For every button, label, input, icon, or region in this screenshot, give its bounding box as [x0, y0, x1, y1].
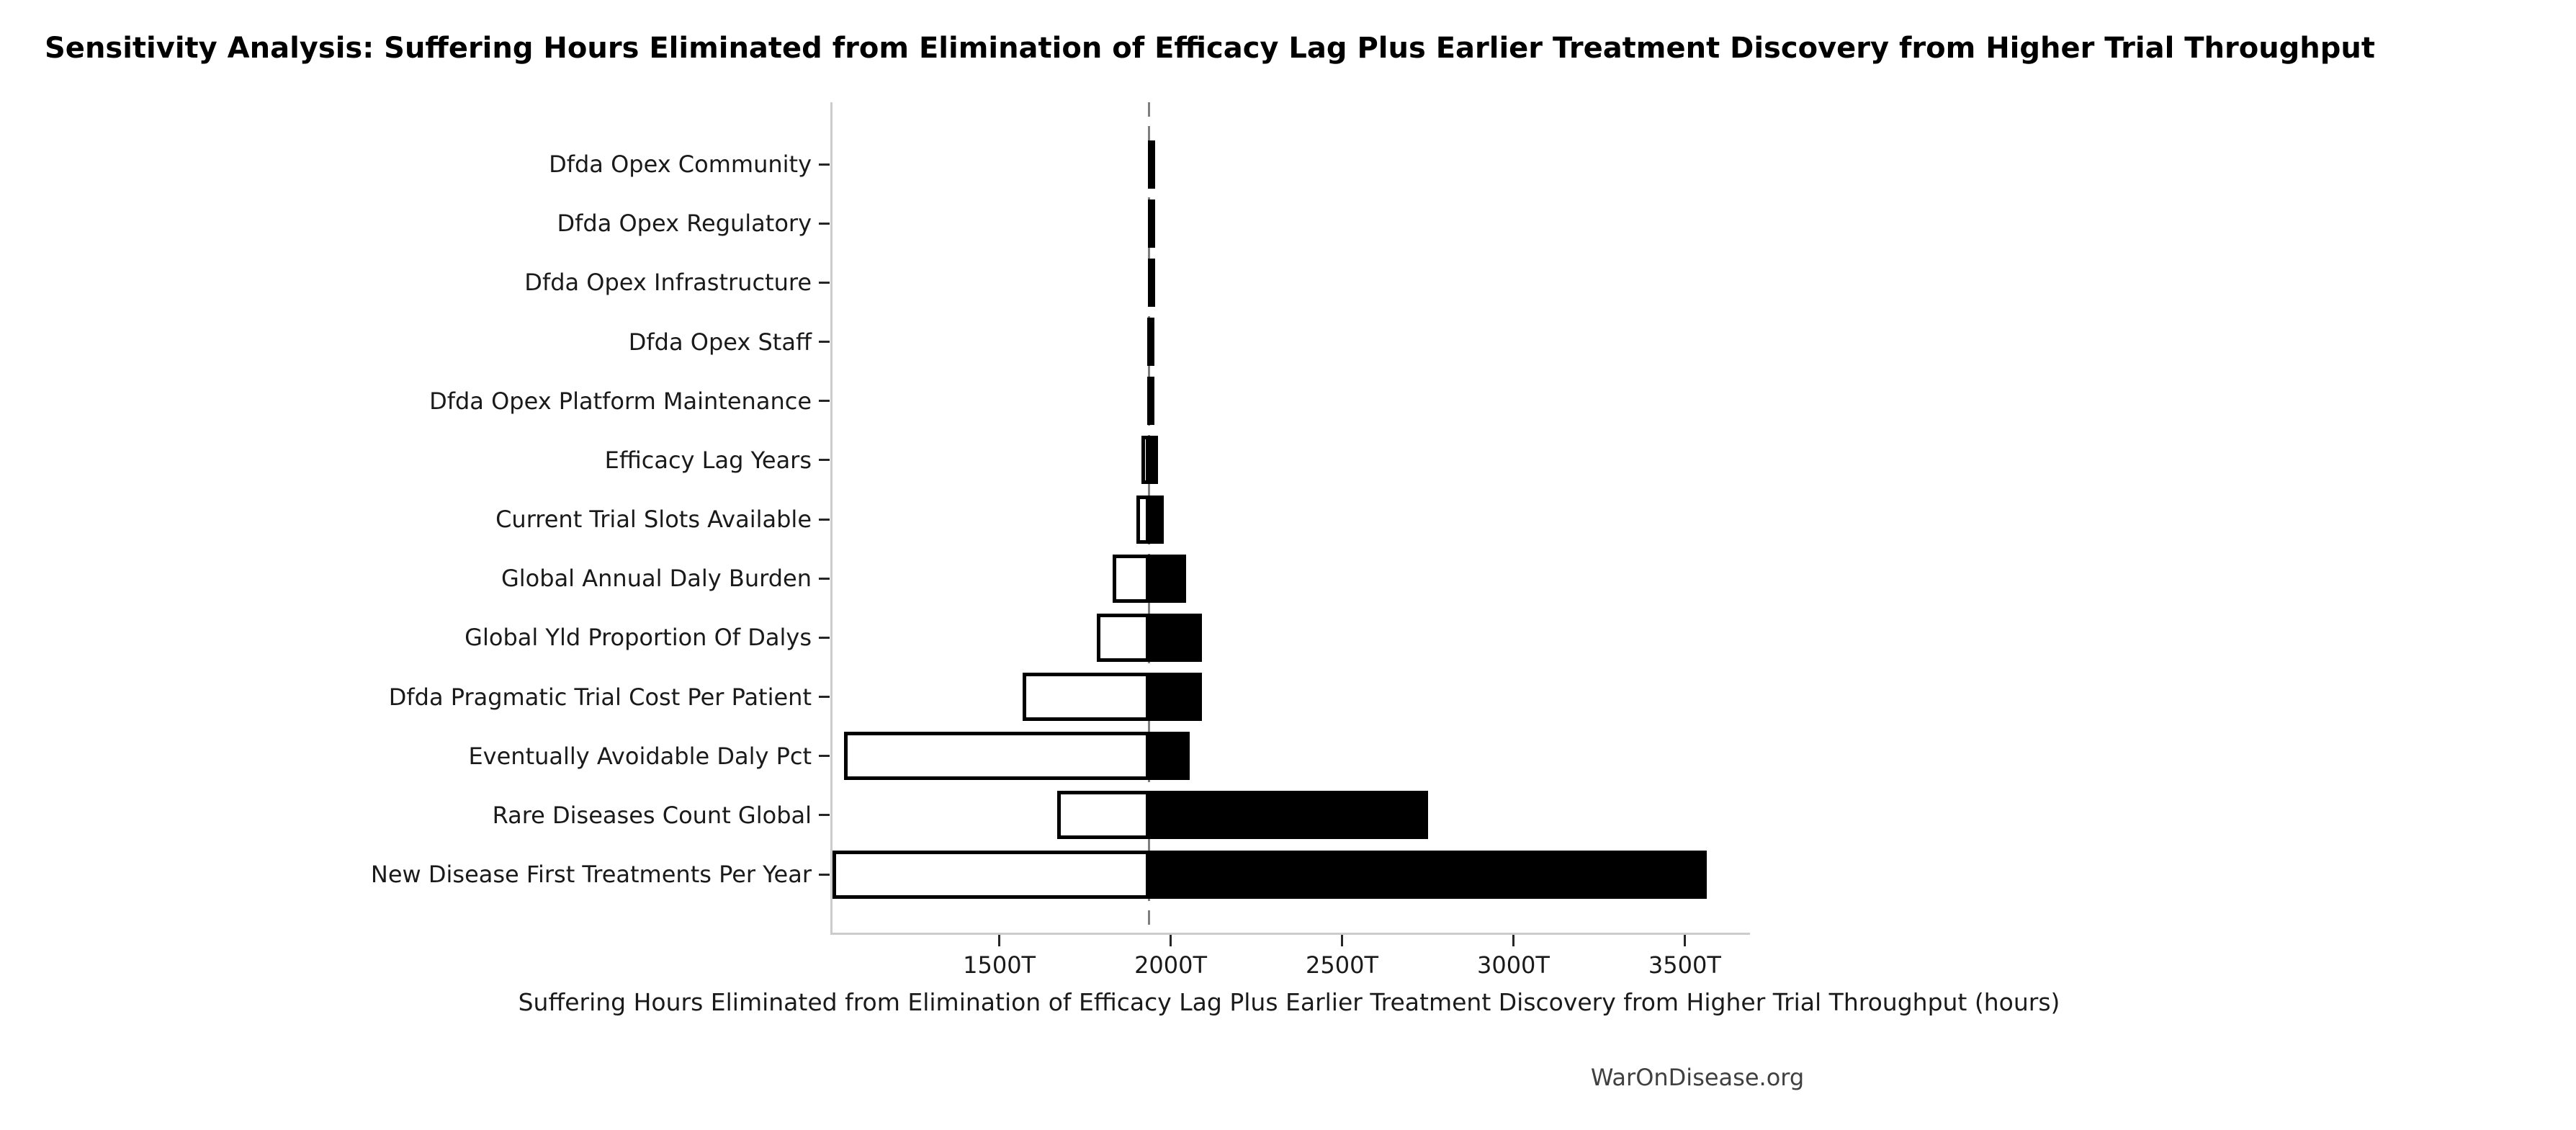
bar-low-segment: [1136, 495, 1149, 544]
x-axis-tick-label: 2500T: [1306, 951, 1379, 979]
bar-high-segment: [1149, 613, 1202, 662]
y-axis-category-label: Current Trial Slots Available: [495, 506, 812, 534]
bar-high-segment: [1149, 140, 1151, 189]
bar-high-segment: [1149, 791, 1429, 840]
x-axis-tick: [1170, 935, 1172, 946]
bar-high-segment: [1149, 436, 1158, 485]
y-axis-tick: [819, 873, 830, 876]
y-axis-category-label: Rare Diseases Count Global: [492, 801, 812, 829]
y-axis-tick: [819, 163, 830, 166]
x-axis-tick-label: 3000T: [1476, 951, 1550, 979]
y-axis-tick: [819, 518, 830, 521]
bar-high-segment: [1149, 495, 1164, 544]
x-axis-tick-label: 2000T: [1134, 951, 1208, 979]
bar-low-segment: [843, 732, 1149, 781]
chart-title: Sensitivity Analysis: Suffering Hours El…: [45, 32, 2376, 65]
y-axis-tick: [819, 222, 830, 225]
bar-low-segment: [1141, 436, 1149, 485]
x-axis-tick: [998, 935, 1001, 946]
x-axis-tick-label: 3500T: [1648, 951, 1721, 979]
y-axis-category-label: Eventually Avoidable Daly Pct: [468, 742, 812, 770]
y-axis-tick: [819, 636, 830, 639]
bar-high-segment: [1149, 554, 1186, 603]
y-axis-category-label: Dfda Opex Regulatory: [557, 210, 812, 238]
y-axis-category-label: Global Yld Proportion Of Dalys: [465, 624, 812, 652]
y-axis-tick: [819, 400, 830, 403]
y-axis-tick: [819, 814, 830, 817]
x-axis-tick-label: 1500T: [963, 951, 1036, 979]
bar-high-segment: [1149, 318, 1152, 366]
x-axis-label: Suffering Hours Eliminated from Eliminat…: [518, 988, 2060, 1016]
y-axis-category-label: Global Annual Daly Burden: [501, 565, 812, 593]
bar-high-segment: [1149, 258, 1152, 307]
bar-low-segment: [1113, 554, 1149, 603]
y-axis-category-label: New Disease First Treatments Per Year: [370, 861, 812, 889]
bar-high-segment: [1149, 673, 1202, 722]
bar-high-segment: [1149, 377, 1152, 426]
x-axis-tick: [1341, 935, 1344, 946]
bar-high-segment: [1149, 850, 1707, 899]
bar-low-segment: [1057, 791, 1149, 840]
plot-area: [830, 102, 1750, 935]
x-axis-tick: [1512, 935, 1514, 946]
y-axis-category-label: Dfda Opex Staff: [628, 328, 812, 356]
y-axis-tick: [819, 281, 830, 284]
y-axis-category-label: Dfda Opex Community: [549, 151, 812, 178]
y-axis-category-label: Dfda Opex Platform Maintenance: [429, 387, 812, 415]
y-axis-category-label: Efficacy Lag Years: [604, 446, 812, 474]
y-axis-tick: [819, 755, 830, 758]
watermark-text: WarOnDisease.org: [1590, 1064, 1805, 1091]
y-axis-tick: [819, 577, 830, 580]
bar-high-segment: [1149, 199, 1152, 248]
y-axis-tick: [819, 696, 830, 699]
y-axis-tick: [819, 459, 830, 462]
y-axis-tick: [819, 341, 830, 343]
bar-low-segment: [833, 850, 1149, 899]
x-axis-tick: [1683, 935, 1686, 946]
y-axis-category-label: Dfda Opex Infrastructure: [524, 269, 812, 297]
bar-high-segment: [1149, 732, 1190, 781]
bar-low-segment: [1022, 673, 1149, 722]
bar-low-segment: [1096, 613, 1149, 662]
y-axis-category-label: Dfda Pragmatic Trial Cost Per Patient: [388, 683, 812, 711]
